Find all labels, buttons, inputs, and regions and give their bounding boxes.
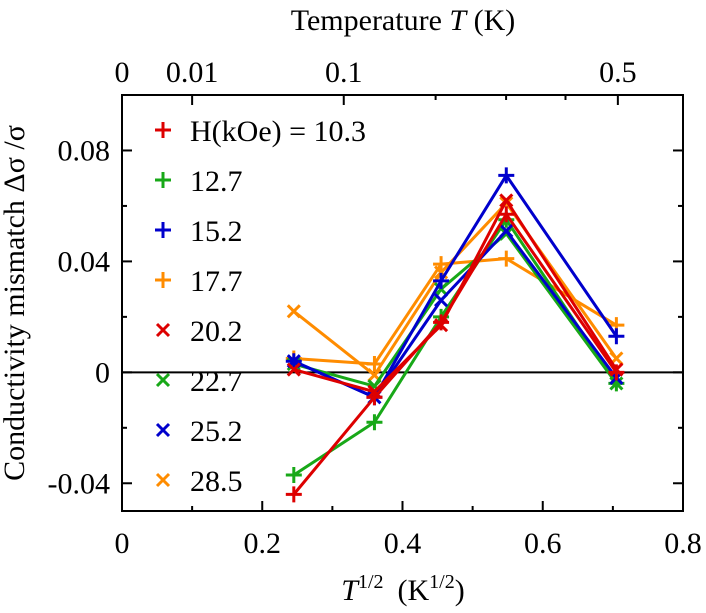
data-point (366, 414, 383, 431)
y-tick-label: 0.08 (58, 134, 111, 167)
data-point (499, 223, 514, 238)
legend-label-17.7: 17.7 (190, 265, 243, 298)
legend-label-12.7: 12.7 (190, 165, 243, 198)
legend-value: 10.3 (314, 115, 367, 148)
legend-marker (155, 372, 171, 388)
top-tick-label: 0 (115, 56, 130, 89)
plot-border (121, 94, 684, 512)
data-point (434, 318, 449, 333)
data-point (367, 384, 382, 399)
data-point (434, 293, 449, 308)
data-point (433, 272, 450, 289)
data-point (286, 304, 301, 319)
y-tick-label: 0.04 (58, 245, 111, 278)
legend-marker (155, 122, 171, 138)
data-point (285, 466, 302, 483)
legend-label-25.2: 25.2 (190, 415, 243, 448)
data-point (609, 376, 624, 391)
legend-label-15.2: 15.2 (190, 215, 243, 248)
legend-value: 22.7 (190, 365, 243, 398)
data-point (366, 356, 383, 373)
data-point (286, 362, 301, 377)
top-axis-title: Temperature T (K) (291, 4, 516, 37)
legend-label-28.5: 28.5 (190, 465, 243, 498)
series-line-28.5 (292, 201, 618, 377)
legend-label-20.2: 20.2 (190, 315, 243, 348)
data-point (609, 362, 624, 377)
legend-value: 25.2 (190, 415, 243, 448)
y-axis-title: Conductivity mismatch Δσ /σ (0, 125, 31, 481)
legend-marker (155, 322, 171, 338)
y-tick-label: -0.04 (48, 467, 111, 500)
legend-value: 12.7 (190, 165, 243, 198)
data-point (498, 250, 515, 267)
y-tick-label: 0 (95, 356, 110, 389)
data-point (285, 486, 302, 503)
legend-marker (155, 272, 171, 288)
data-point (433, 256, 450, 273)
legend-value: 20.2 (190, 315, 243, 348)
legend-value: 15.2 (190, 215, 243, 248)
x-tick-label: 0.4 (384, 527, 422, 560)
top-tick-label: 0.01 (166, 56, 219, 89)
data-point (498, 167, 515, 184)
top-tick-label: 0.1 (325, 56, 363, 89)
legend-marker (155, 172, 171, 188)
x-tick-label: 0.8 (664, 527, 702, 560)
legend-value: 17.7 (190, 265, 243, 298)
series-layer (285, 167, 625, 503)
x-tick-label: 0.6 (524, 527, 562, 560)
data-point (498, 206, 515, 223)
top-tick-label: 0.5 (599, 56, 637, 89)
legend-marker (155, 472, 171, 488)
x-tick-label: 0.2 (244, 527, 282, 560)
plot-frame (121, 94, 684, 512)
legend-label-22.7: 22.7 (190, 365, 243, 398)
x-tick-label: 0 (115, 527, 130, 560)
legend-title: H(kOe) = (190, 115, 314, 148)
data-point (499, 193, 514, 208)
x-axis-title: T1/2 (K1/2) (341, 571, 464, 607)
data-point (608, 328, 625, 345)
legend-marker (155, 422, 171, 438)
legend: H(kOe) = 10.3 12.7 15.2 17.7 20.2 22.7 25.2 28.… (155, 115, 366, 498)
legend-value: 28.5 (190, 465, 243, 498)
legend-label-10.3: H(kOe) = 10.3 (190, 115, 366, 148)
legend-marker (155, 222, 171, 238)
